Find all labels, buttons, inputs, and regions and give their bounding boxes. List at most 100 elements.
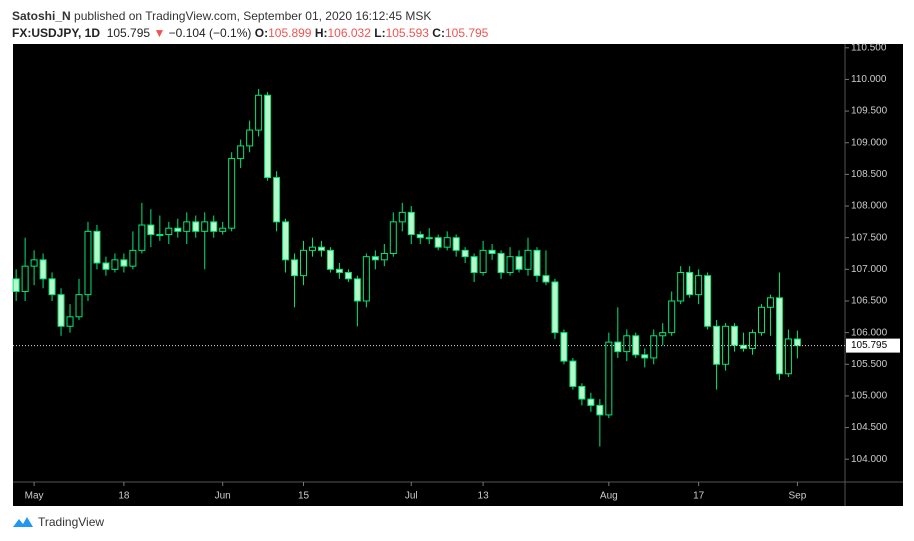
candle-body [443,237,451,248]
publish-text: published on TradingView.com, September … [74,9,432,23]
candle-body [174,227,182,232]
candle-body [192,221,200,232]
candle-body [614,341,622,353]
candle-body [704,275,712,327]
candle-body [48,278,56,296]
candle-body [497,253,505,273]
x-tick-label: Aug [600,491,618,502]
y-tick-label: 109.500 [851,106,888,117]
change-arrow: ▼ [153,26,166,40]
h-value: 106.032 [327,26,371,40]
candle-body [623,335,631,353]
candle-body [686,271,694,296]
o-value: 105.899 [268,26,312,40]
candle-body [578,385,586,400]
candle-body [407,211,415,236]
candle-body [542,275,550,283]
y-tick-label: 105.000 [851,391,888,402]
candle-body [66,316,74,327]
candle-body [353,278,361,302]
last-price: 105.795 [106,26,151,40]
candle-body [731,325,739,346]
candle-body [129,249,137,267]
candle-body [766,297,774,308]
candle-body [749,332,757,349]
candle-body [201,221,209,232]
y-tick-label: 104.000 [851,454,888,465]
l-label: L: [374,26,386,40]
candle-body [84,230,92,296]
x-tick-label: Jul [405,491,418,502]
chart: 104.000 104.500 105.000 105.500 106.000 106.5… [12,42,903,506]
publisher: Satoshi_N [12,9,71,23]
candle-body [659,332,667,337]
candle-body [434,237,442,248]
candle-body [416,234,424,239]
change: −0.104 (−0.1%) [168,26,252,40]
candle-body [389,221,397,255]
x-tick-label: 18 [118,491,130,502]
y-tick-label: 106.000 [851,327,888,338]
last-price-label: 105.795 [851,340,888,351]
c-label: C: [432,26,445,40]
candle-body [138,224,146,251]
candle-body [308,246,316,251]
y-tick-label: 104.500 [851,422,888,433]
candle-body [398,211,406,223]
candle-body [120,259,128,267]
x-tick-label: 17 [693,491,705,502]
candle-body [650,335,658,359]
candle-body [264,94,272,179]
candle-body [533,249,541,277]
candle-body [668,300,676,334]
candle-body [596,404,604,416]
candle-body [317,246,325,251]
candle-body [452,237,460,251]
candle-body [641,354,649,359]
candle-body [282,221,290,261]
candle-body [156,234,164,237]
candle-body [569,360,577,387]
logo [13,517,33,527]
candle-body [677,271,685,302]
candle-body [219,227,227,232]
candle-body [506,256,514,273]
y-tick-label: 108.500 [851,169,888,180]
candle-body [291,259,299,277]
l-value: 105.593 [385,26,429,40]
candle-body [300,249,308,277]
o-label: O: [254,26,269,40]
x-tick-label: Sep [789,491,807,502]
candle-body [793,338,801,347]
candle-body [695,275,703,296]
candle-body [210,221,218,232]
x-tick-label: 15 [298,491,310,502]
footer: TradingView [12,515,104,529]
h-label: H: [314,26,328,40]
candle-body [479,249,487,273]
candle-body [587,398,595,406]
candle-body [93,230,101,264]
x-tick-label: May [25,491,44,502]
candle-body [371,256,379,261]
candle-body [335,268,343,273]
x-tick-label: 13 [478,491,490,502]
y-tick-label: 110.500 [851,42,887,53]
candle-body [775,297,783,375]
candle-body [713,325,721,365]
candle-body [273,177,281,223]
symbol: FX:USDJPY, 1D [12,26,101,40]
last-price-box [846,338,900,353]
symbol-info: FX:USDJPY, 1D 105.795 ▼ −0.104 (−0.1%) O… [12,26,488,40]
candle-body [551,281,559,334]
candle-body [488,249,496,255]
candle-body [147,224,155,236]
candle-body [560,332,568,362]
candle-body [632,335,640,356]
candle-body [39,259,47,280]
candle-body [380,253,388,261]
y-tick-label: 110.000 [851,74,887,85]
candle-body [183,221,191,232]
candle-body [21,265,29,292]
